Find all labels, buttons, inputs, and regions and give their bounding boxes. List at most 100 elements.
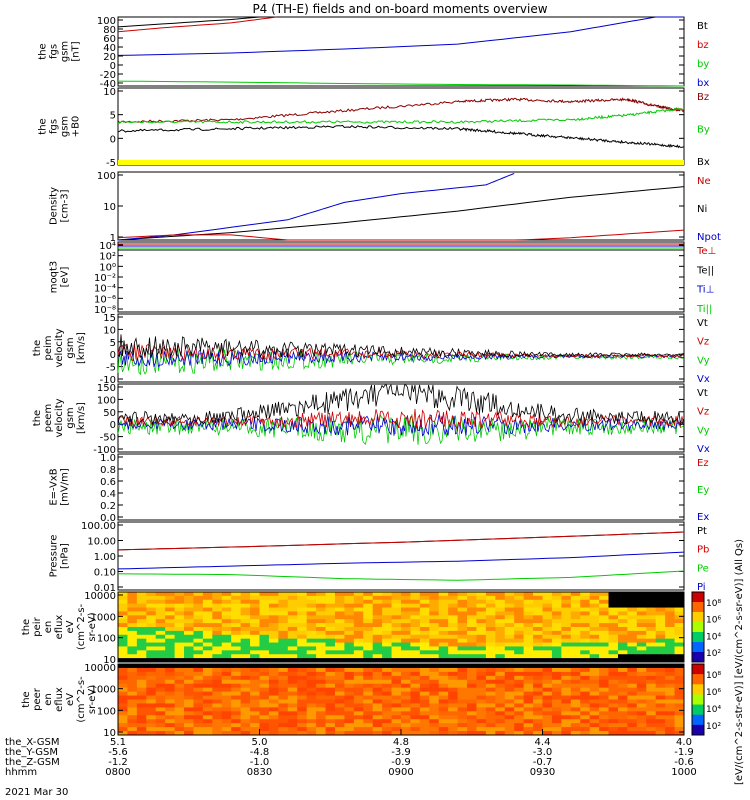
heatmap-cell (674, 691, 685, 697)
heatmap-cell (146, 658, 157, 663)
heatmap-cell (250, 723, 260, 728)
heatmap-cell (325, 675, 336, 681)
heatmap-cell (363, 627, 374, 632)
heatmap-cell (259, 611, 270, 616)
ylabel: gsm (65, 407, 76, 428)
heatmap-cell (589, 630, 600, 636)
heatmap-cell (646, 623, 657, 628)
heatmap-cell (627, 667, 638, 673)
heatmap-cell (353, 711, 364, 716)
heatmap-cell (146, 691, 157, 697)
heatmap-cell (599, 731, 610, 736)
heatmap-cell (363, 603, 374, 609)
heatmap-cell (391, 654, 402, 659)
heatmap-cell (353, 715, 364, 720)
heatmap-cell (118, 607, 128, 612)
heatmap-cell (457, 638, 468, 644)
heatmap-cell (146, 675, 157, 681)
heatmap-cell (523, 715, 534, 720)
heatmap-cell (334, 599, 345, 605)
heatmap-cell (599, 607, 610, 612)
heatmap-cell (382, 723, 393, 728)
heatmap-cell (438, 691, 449, 697)
heatmap-cell (419, 711, 430, 716)
heatmap-cell (429, 638, 440, 644)
heatmap-cell (429, 650, 440, 655)
heatmap-cell (334, 634, 345, 640)
heatmap-cell (240, 603, 251, 609)
ytick-label: 0.2 (100, 501, 116, 512)
heatmap-cell (212, 715, 223, 720)
xaxis-value: -5.6 (108, 747, 128, 758)
heatmap-cell (401, 703, 411, 708)
heatmap-cell (608, 658, 619, 663)
heatmap-cell (438, 727, 449, 732)
heatmap-cell (429, 611, 440, 616)
heatmap-cell (118, 595, 128, 601)
heatmap-cell (184, 611, 194, 616)
heatmap-cell (155, 675, 166, 681)
heatmap-cell (165, 638, 176, 644)
heatmap-cell (268, 646, 279, 651)
heatmap-cell (627, 691, 638, 697)
heatmap-cell (382, 638, 393, 644)
heatmap-cell (127, 695, 138, 700)
heatmap-cell (410, 603, 421, 609)
heatmap-cell (250, 675, 260, 681)
ytick-label: 150 (97, 383, 116, 394)
ylabel: +B0 (71, 116, 82, 138)
heatmap-cell (268, 603, 279, 609)
heatmap-cell (372, 727, 383, 732)
heatmap-cell (608, 671, 619, 677)
heatmap-cell (655, 707, 666, 712)
heatmap-cell (287, 731, 298, 736)
heatmap-cell (419, 650, 430, 655)
heatmap-cell (136, 654, 147, 659)
velocity-trace (117, 348, 684, 368)
heatmap-cell (240, 615, 251, 620)
heatmap-cell (268, 654, 279, 659)
heatmap-cell (363, 650, 374, 655)
heatmap-cell (665, 664, 676, 669)
heatmap-cell (495, 603, 506, 609)
heatmap-cell (608, 599, 619, 605)
heatmap-cell (127, 667, 138, 673)
heatmap-cell (485, 671, 496, 677)
heatmap-cell (467, 683, 477, 689)
heatmap-cell (136, 599, 147, 605)
heatmap-cell (316, 731, 327, 736)
heatmap-cell (240, 683, 251, 689)
heatmap-cell (457, 611, 468, 616)
heatmap-cell (259, 646, 270, 651)
heatmap-cell (523, 630, 534, 636)
heatmap-cell (514, 731, 525, 736)
heatmap-cell (334, 592, 345, 597)
heatmap-cell (344, 611, 355, 616)
heatmap-cell (495, 683, 506, 689)
heatmap-cell (410, 715, 421, 720)
heatmap-cell (467, 615, 477, 620)
heatmap-cell (202, 642, 213, 647)
heatmap-cell (429, 615, 440, 620)
heatmap-cell (297, 667, 308, 673)
legend-ti: Ti⊥ (696, 285, 714, 296)
heatmap-cell (287, 687, 298, 693)
heatmap-cell (542, 707, 553, 712)
heatmap-cell (448, 646, 459, 651)
heatmap-cell (287, 592, 298, 597)
heatmap-cell (250, 595, 260, 601)
heatmap-cell (504, 658, 515, 663)
heatmap-cell (551, 667, 562, 673)
heatmap-cell (467, 599, 477, 605)
heatmap-cell (165, 599, 176, 605)
heatmap-cell (467, 699, 477, 704)
heatmap-cell (627, 615, 638, 620)
heatmap-cell (627, 707, 638, 712)
heatmap-cell (297, 707, 308, 712)
heatmap-cell (372, 599, 383, 605)
heatmap-cell (127, 650, 138, 655)
heatmap-cell (268, 667, 279, 673)
heatmap-cell (118, 650, 128, 655)
heatmap-cell (429, 703, 440, 708)
